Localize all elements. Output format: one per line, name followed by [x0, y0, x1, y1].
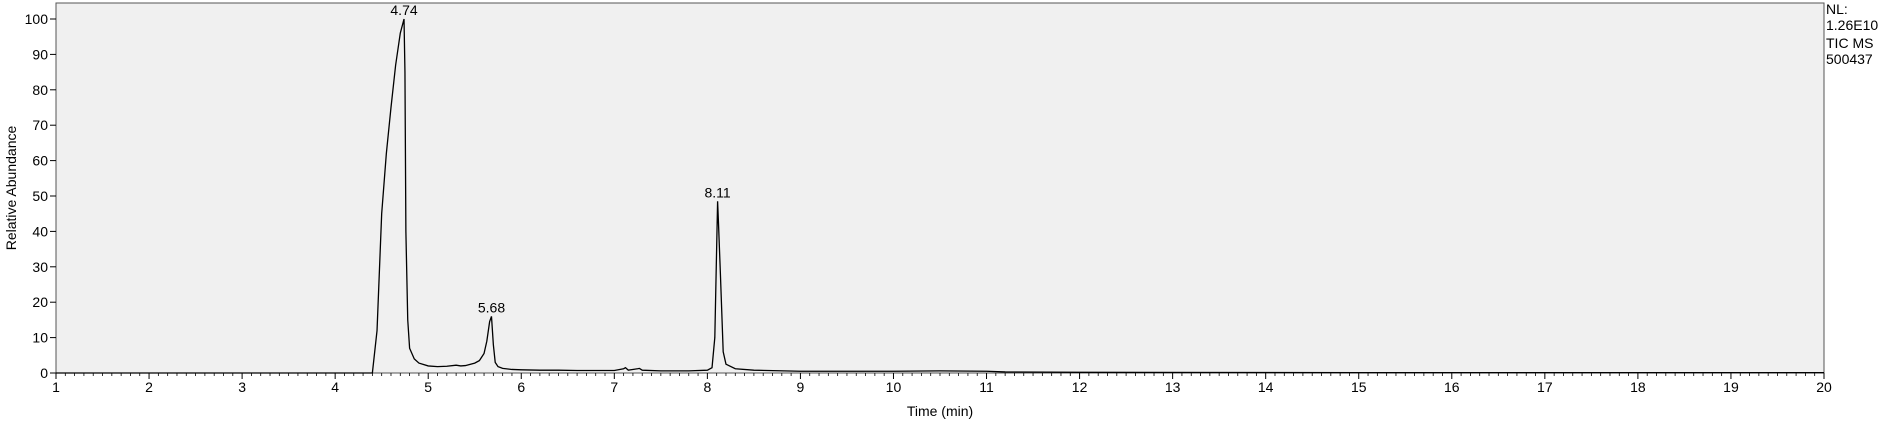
x-tick-label: 20 — [1816, 379, 1832, 395]
x-tick-label: 7 — [610, 379, 618, 395]
y-tick-label: 60 — [32, 153, 48, 169]
peak-label: 5.68 — [478, 299, 505, 315]
x-tick-label: 16 — [1444, 379, 1460, 395]
x-tick-label: 1 — [52, 379, 60, 395]
y-tick-label: 100 — [25, 11, 49, 27]
y-tick-label: 90 — [32, 46, 48, 62]
info-line-nl-value: 1.26E10 — [1826, 17, 1878, 33]
peak-label: 8.11 — [704, 184, 730, 200]
x-tick-label: 6 — [517, 379, 525, 395]
x-tick-label: 3 — [238, 379, 246, 395]
x-tick-label: 4 — [331, 379, 339, 395]
y-tick-label: 50 — [32, 188, 48, 204]
plot-area — [55, 2, 1825, 374]
y-tick-label: 20 — [32, 294, 48, 310]
x-tick-label: 18 — [1630, 379, 1646, 395]
x-tick-label: 15 — [1351, 379, 1367, 395]
x-axis-title: Time (min) — [907, 403, 973, 419]
info-line-nl: NL: — [1826, 1, 1848, 17]
x-tick-label: 9 — [797, 379, 805, 395]
y-tick-label: 10 — [32, 330, 48, 346]
tic-trace — [56, 18, 1824, 374]
x-tick-label: 10 — [886, 379, 902, 395]
minor-ticks — [64, 373, 1816, 376]
info-line-file-id: 500437 — [1826, 51, 1873, 67]
x-tick-label: 2 — [145, 379, 153, 395]
y-tick-label: 80 — [32, 82, 48, 98]
x-tick-label: 5 — [424, 379, 432, 395]
y-tick-label: 0 — [40, 365, 48, 381]
x-tick-label: 12 — [1072, 379, 1088, 395]
peak-labels: 4.74 5.68 8.11 — [390, 2, 731, 315]
y-tick-label: 30 — [32, 259, 48, 275]
y-axis-title: Relative Abundance — [3, 126, 19, 251]
y-tick-label: 70 — [32, 117, 48, 133]
y-tick-label: 40 — [32, 223, 48, 239]
x-tick-label: 19 — [1723, 379, 1739, 395]
info-block: NL: 1.26E10 TIC MS 500437 — [1826, 1, 1878, 67]
x-tick-label: 17 — [1537, 379, 1553, 395]
x-tick-label: 13 — [1165, 379, 1181, 395]
x-tick-label: 8 — [703, 379, 711, 395]
x-tick-label: 11 — [979, 379, 994, 395]
y-axis-ticks: 0 10 20 30 40 50 60 70 80 90 100 — [25, 11, 56, 381]
x-tick-label: 14 — [1258, 379, 1274, 395]
peak-label: 4.74 — [390, 2, 417, 18]
info-line-scan-type: TIC MS — [1826, 35, 1873, 51]
x-axis-ticks: 1 2 3 4 5 6 7 8 9 10 11 12 13 14 15 16 17 18 19 20 — [52, 373, 1832, 395]
